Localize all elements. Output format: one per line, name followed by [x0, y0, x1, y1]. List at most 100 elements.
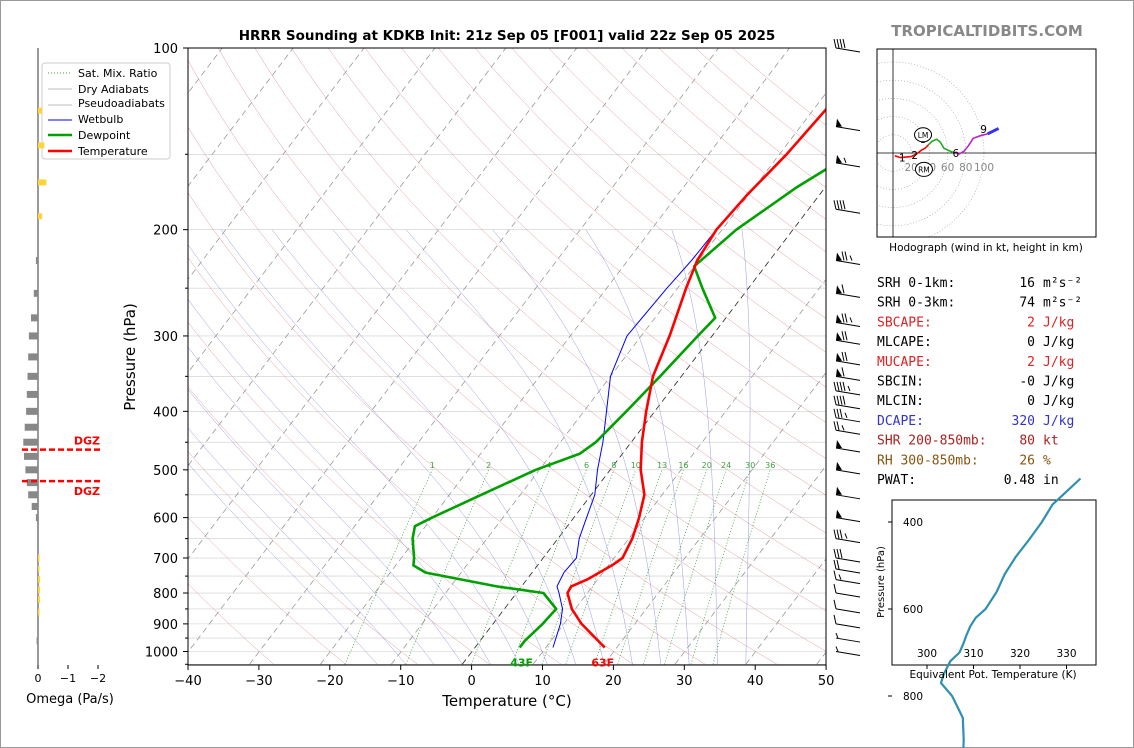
omega-bar — [38, 576, 41, 584]
wind-barb-flag — [836, 408, 840, 418]
wind-barb-staff — [835, 557, 861, 563]
legend-item-mix: Sat. Mix. Ratio — [78, 67, 158, 80]
wind-barb — [833, 559, 861, 574]
omega-bar — [36, 637, 39, 645]
isotherm-line — [188, 48, 436, 374]
isotherm-line — [745, 558, 826, 665]
skewt-y-tick-label: 700 — [153, 552, 178, 567]
skewt-x-tick-label: 10 — [534, 674, 551, 689]
profile-temperature — [566, 107, 826, 649]
skewt-y-tick-label: 500 — [153, 464, 178, 479]
wind-barb-staff — [835, 339, 861, 345]
legend-item-dewpoint: Dewpoint — [78, 129, 131, 142]
wind-barbs — [833, 38, 861, 656]
stat-unit: J/kg — [1043, 315, 1074, 330]
wind-barb-flag — [833, 548, 837, 559]
wind-barb — [833, 395, 861, 410]
omega-bar — [24, 423, 38, 431]
wind-barb-flag — [836, 200, 840, 210]
wind-barb-flag — [842, 395, 846, 405]
storm-motion-marker — [914, 127, 933, 143]
stat-value: 0 — [1027, 394, 1035, 409]
wind-barb — [835, 367, 861, 381]
wind-barb-staff — [835, 322, 861, 327]
omega-bar — [38, 565, 40, 573]
isotherm-line — [188, 48, 365, 280]
isotherm-line — [188, 48, 578, 560]
wind-barb-staff — [835, 292, 861, 298]
omega-panel: DGZ DGZ 0 −1 −2 Omega (Pa/s) — [22, 48, 114, 707]
wind-barb-half — [835, 646, 839, 652]
omega-bar — [33, 289, 38, 297]
wind-barb-flag — [839, 408, 843, 418]
hodograph-plot-area — [876, 48, 1097, 238]
stat-unit: J/kg — [1043, 414, 1074, 429]
isotherm-line — [188, 48, 294, 187]
theta-e-x-tick-label: 310 — [963, 648, 983, 660]
watermark: TROPICALTIDBITS.COM — [891, 22, 1083, 40]
storm-motion-label: RM — [918, 165, 930, 174]
wind-barb — [835, 313, 861, 327]
wind-barb-staff — [835, 404, 861, 410]
dry-adiabat — [188, 321, 562, 665]
dgz-label: DGZ — [74, 485, 100, 498]
wind-barb-pennant — [836, 352, 842, 361]
stat-value: 0.48 — [1004, 473, 1035, 488]
mixing-ratio-label: 24 — [721, 461, 731, 470]
dry-adiabat — [188, 126, 778, 665]
wind-barb-flag — [844, 331, 848, 341]
skewt-y-tick-label: 800 — [153, 587, 178, 602]
wind-barb-flag — [836, 381, 840, 392]
wind-barb-half — [843, 157, 847, 164]
skewt-x-tick-label: −10 — [387, 674, 414, 689]
wind-barb — [833, 599, 861, 614]
legend-item-temperature: Temperature — [77, 145, 148, 158]
wind-barb-flag — [841, 313, 845, 323]
isotherm-line — [188, 48, 648, 653]
pseudoadiabat — [188, 346, 463, 665]
wind-barb — [835, 284, 861, 298]
omega-bar — [38, 213, 43, 220]
theta-e-y-tick-label: 400 — [903, 517, 923, 529]
omega-bar — [38, 608, 40, 616]
omega-bar — [27, 372, 38, 380]
stat-unit: J/kg — [1043, 335, 1074, 350]
wind-barb-flag — [844, 251, 848, 261]
skewt-plot-area — [187, 47, 827, 666]
dry-adiabat — [188, 516, 346, 665]
wind-barb — [835, 632, 861, 643]
skewt-x-tick-label: 20 — [605, 674, 622, 689]
wind-barb-flag — [833, 583, 837, 594]
legend-item-dry: Dry Adiabats — [78, 83, 149, 96]
hodograph-segment — [927, 138, 956, 154]
wind-barb-staff — [835, 360, 861, 366]
wind-barb-staff — [835, 162, 861, 168]
skewt-x-tick-label: 50 — [818, 674, 835, 689]
wind-barb — [833, 570, 861, 585]
dry-adiabat — [188, 257, 634, 665]
wind-barb-flag — [841, 251, 845, 261]
wind-barb-staff — [835, 375, 861, 381]
wind-barb-half — [841, 425, 845, 431]
theta-e-x-axis-label: Equivalent Pot. Temperature (K) — [909, 669, 1076, 681]
wind-barb-flag — [839, 395, 843, 405]
wind-barb-staff — [835, 47, 861, 53]
wind-barb-staff — [835, 579, 861, 585]
omega-bar — [28, 491, 38, 499]
theta-e-x-tick-label: 320 — [1010, 648, 1030, 660]
surface-dewpoint-label: 43F — [510, 657, 533, 670]
wind-barb-pennant — [836, 368, 842, 377]
wind-barb-staff — [835, 592, 861, 598]
wind-barb-flag — [839, 548, 843, 559]
stat-value: -0 — [1019, 375, 1035, 390]
mixing-ratio-line — [594, 469, 663, 665]
wind-barb-flag — [833, 614, 837, 624]
wind-barb — [833, 548, 861, 563]
hodograph-height-label: 6 — [953, 148, 960, 160]
stat-unit: m²s⁻² — [1043, 276, 1082, 291]
dry-adiabat — [188, 192, 706, 665]
wind-barb-pennant — [836, 154, 842, 163]
wind-barb — [833, 381, 861, 396]
pseudoadiabat — [585, 229, 690, 665]
omega-x-tick-label: 0 — [35, 672, 42, 685]
